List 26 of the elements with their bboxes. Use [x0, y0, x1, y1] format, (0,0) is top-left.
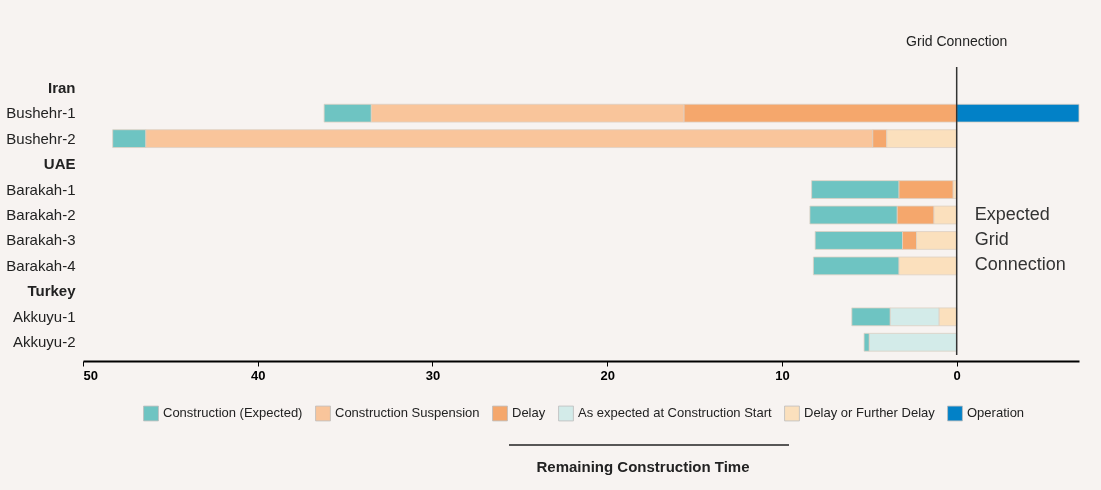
y-tick-label: UAE [43, 155, 76, 173]
legend-label: Construction Suspension [335, 405, 480, 421]
x-tick-label: 50 [83, 367, 98, 383]
legend-label: As expected at Construction Start [578, 405, 773, 421]
text: Remaining Construction Time [536, 458, 750, 475]
y-tick-label: Barakah-2 [6, 206, 76, 223]
legend-label: Delay or Further Delay [804, 405, 936, 421]
y-tick-label: Iran [47, 78, 76, 96]
y-tick-label: Barakah-3 [6, 231, 76, 249]
legend-label: Operation [967, 405, 1025, 421]
y-tick-label: Akkuyu-2 [12, 333, 76, 351]
y-tick-label: Bushehr-2 [6, 129, 76, 147]
x-tick-label: 0 [953, 367, 961, 383]
y-tick-label: Barakah-4 [6, 256, 76, 274]
legend-label: Construction (Expected) [163, 405, 303, 421]
x-tick-label: 20 [600, 367, 615, 383]
y-tick-label: Turkey [27, 282, 77, 300]
x-tick-label: 30 [425, 367, 441, 383]
annotation: Expected Grid Connection [974, 204, 1066, 274]
ref-line-label: Grid Connection [906, 33, 1008, 49]
legend-label: Delay [512, 405, 546, 421]
y-tick-label: Barakah-1 [6, 180, 76, 198]
x-tick-label: 40 [251, 367, 266, 383]
y-tick-label: Akkuyu-1 [12, 307, 76, 325]
x-tick-label: 10 [775, 367, 790, 383]
y-tick-label: Bushehr-1 [6, 104, 76, 122]
